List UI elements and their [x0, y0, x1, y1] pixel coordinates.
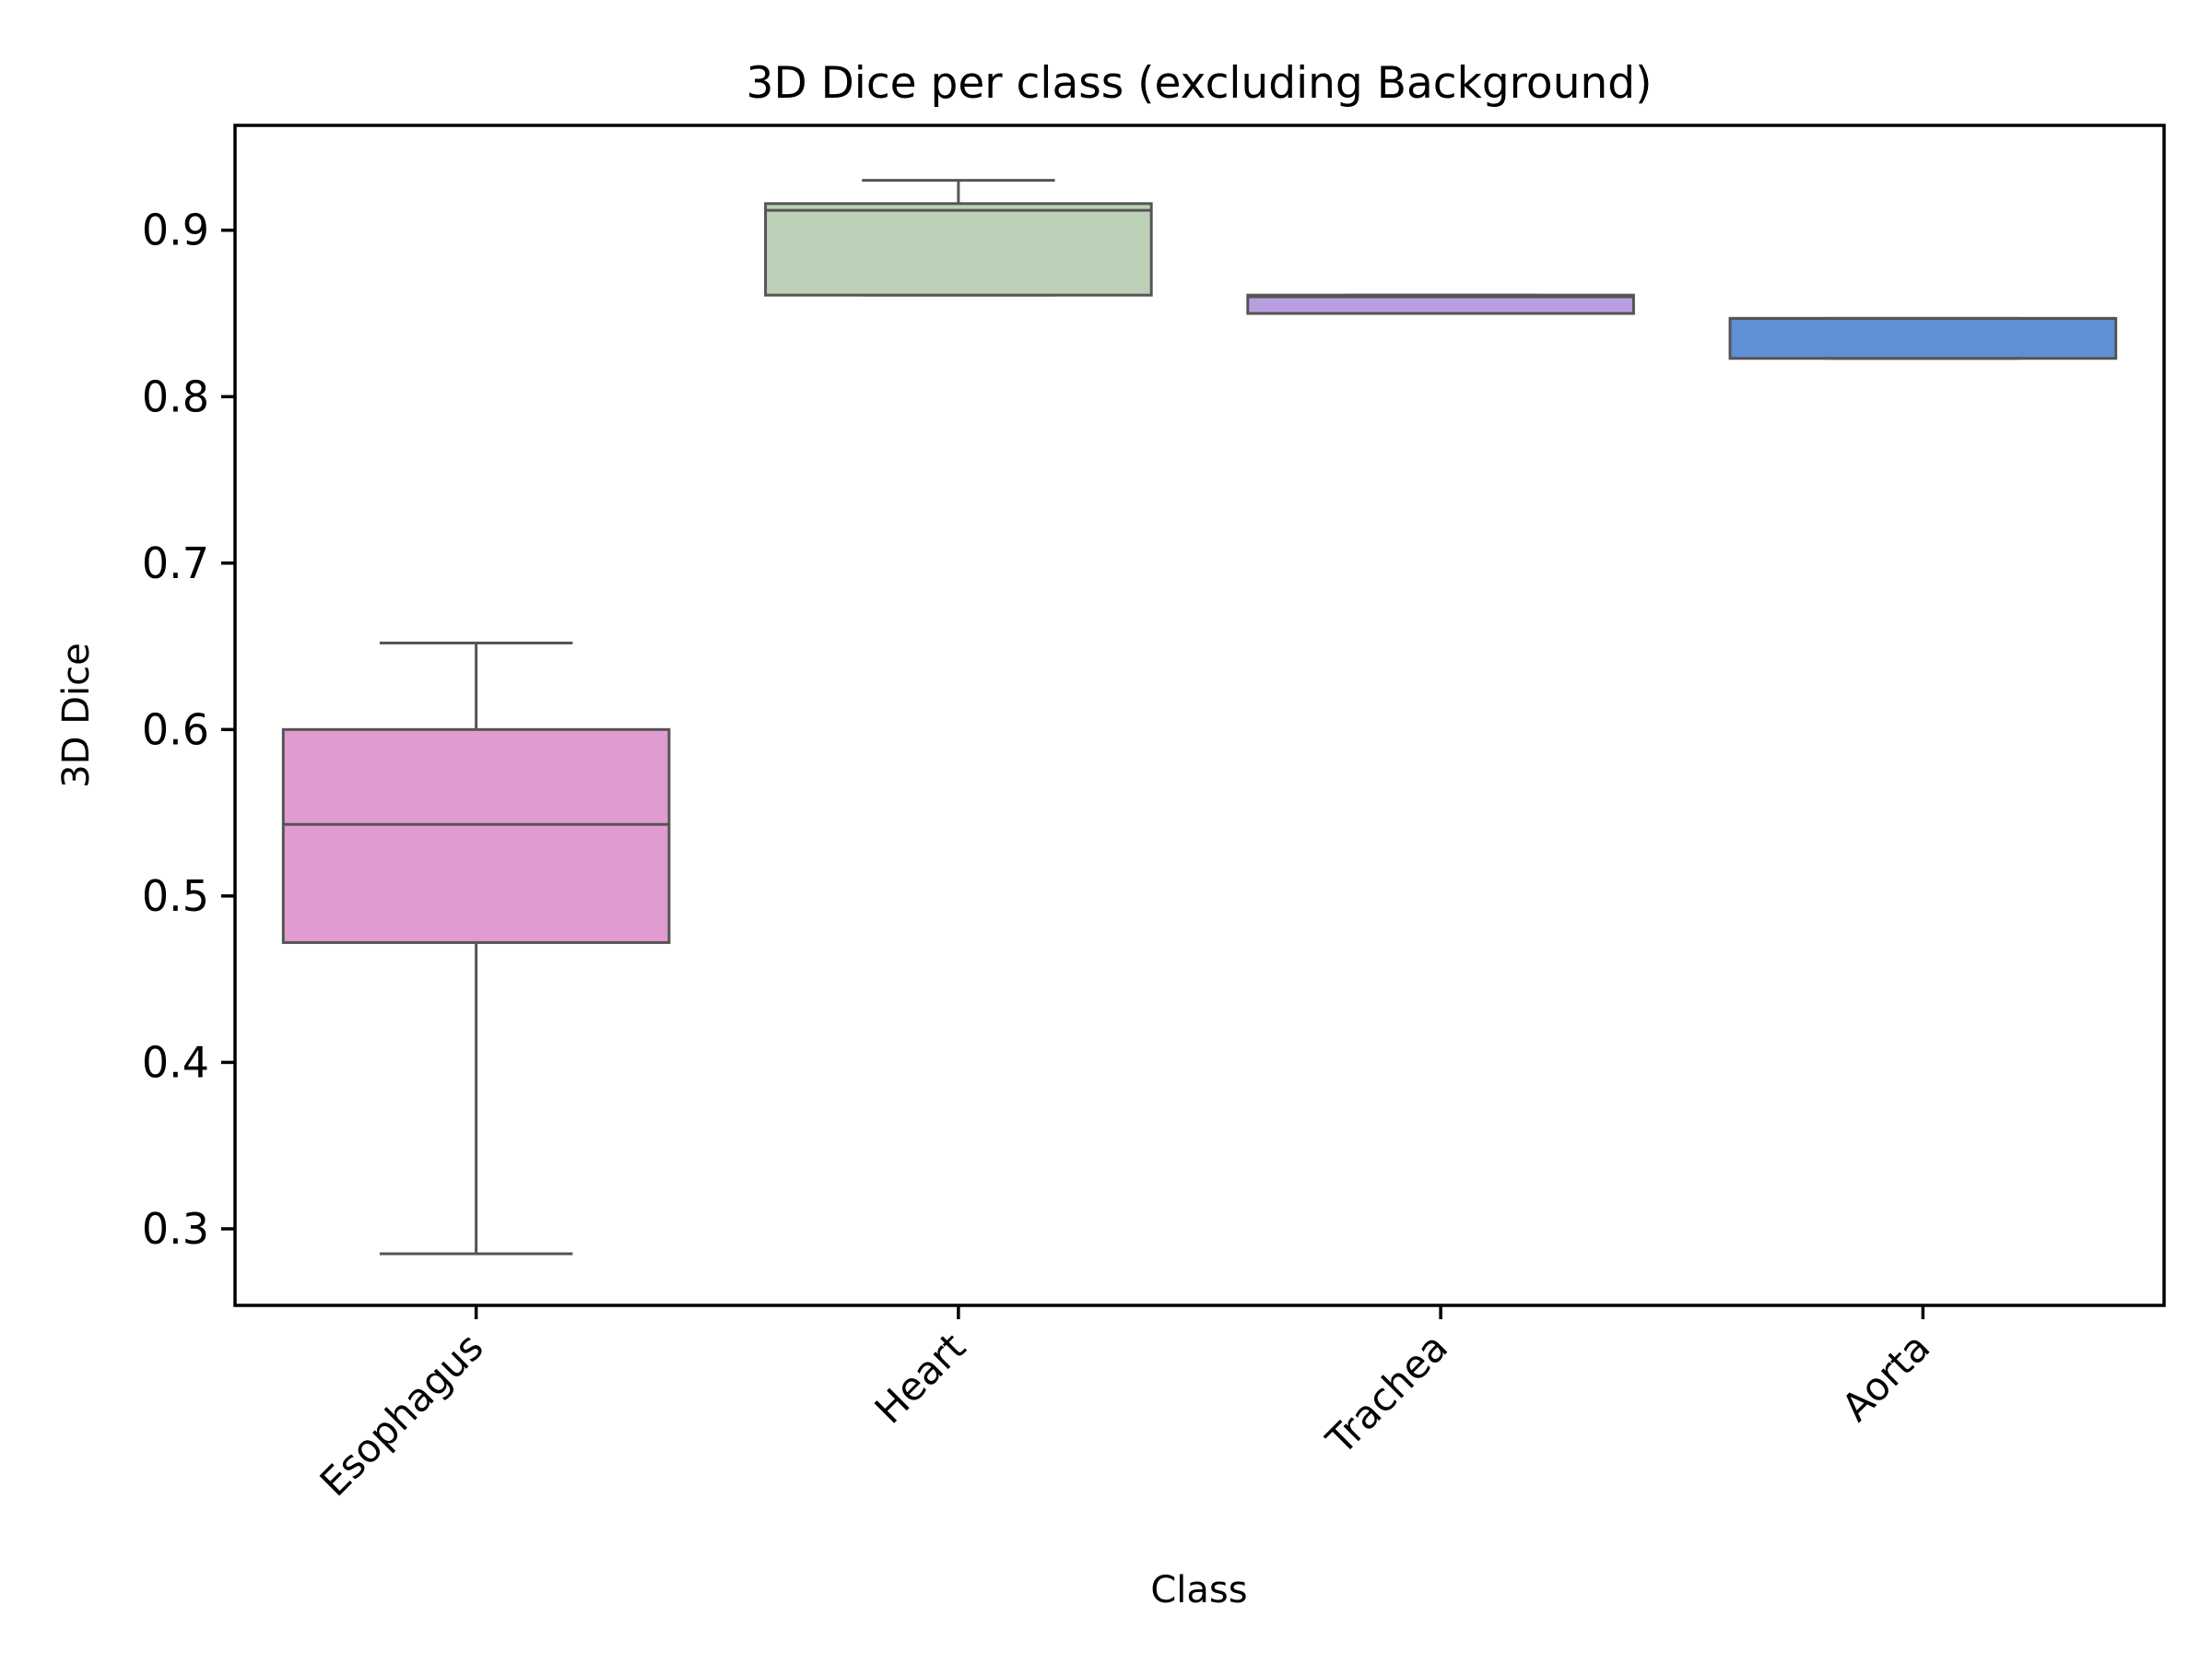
iqr-box-esophagus	[281, 727, 671, 944]
iqr-box-heart	[764, 202, 1153, 297]
x-axis-label: Class	[1150, 1569, 1247, 1611]
box-group-heart	[764, 179, 1153, 297]
y-tick-label: 0.3	[142, 1204, 209, 1254]
y-tick-label: 0.6	[142, 704, 209, 754]
box-group-trachea	[1246, 293, 1635, 315]
x-tick-label-trachea: Trachea	[1317, 1324, 1456, 1463]
x-tick-label-heart: Heart	[866, 1324, 974, 1432]
chart-title: 3D Dice per class (excluding Background)	[747, 58, 1653, 109]
iqr-box-trachea	[1246, 293, 1635, 315]
y-tick-label: 0.7	[142, 538, 209, 588]
y-tick-label: 0.5	[142, 871, 209, 921]
x-axis: Esophagus Heart Trachea Aorta	[312, 1305, 1939, 1505]
box-group-aorta	[1728, 316, 2118, 360]
y-tick-label: 0.4	[142, 1037, 209, 1087]
boxes-layer	[281, 179, 2118, 1256]
y-axis: 0.3 0.4 0.5 0.6 0.7 0.8 0.9	[142, 206, 235, 1254]
y-tick-label: 0.9	[142, 206, 209, 255]
x-tick-label-aorta: Aorta	[1833, 1324, 1939, 1430]
x-tick-label-esophagus: Esophagus	[312, 1324, 492, 1505]
y-axis-label: 3D Dice	[55, 643, 98, 787]
iqr-box-aorta	[1728, 316, 2118, 360]
plot-frame	[233, 124, 2166, 1307]
y-tick-label: 0.8	[142, 372, 209, 421]
box-group-esophagus	[281, 641, 671, 1256]
